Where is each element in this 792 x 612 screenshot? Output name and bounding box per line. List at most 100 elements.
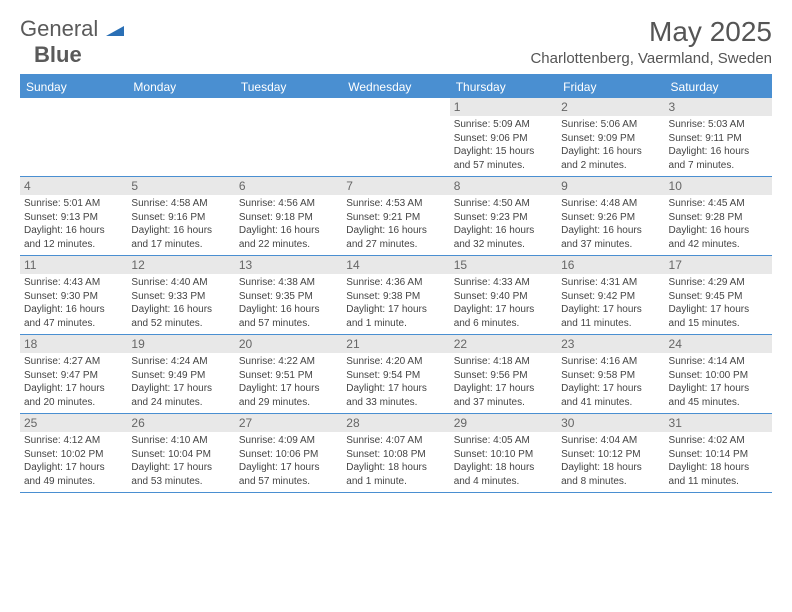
day-number: [127, 98, 234, 116]
sunset-line: Sunset: 10:08 PM: [346, 449, 426, 460]
day-details: Sunrise: 4:48 AMSunset: 9:26 PMDaylight:…: [557, 195, 664, 255]
sunset-line: Sunset: 10:12 PM: [561, 449, 641, 460]
sunrise-line: Sunrise: 4:36 AM: [346, 277, 422, 288]
calendar-cell: 29Sunrise: 4:05 AMSunset: 10:10 PMDaylig…: [450, 414, 557, 493]
calendar-row: 11Sunrise: 4:43 AMSunset: 9:30 PMDayligh…: [20, 256, 772, 335]
sunrise-line: Sunrise: 5:03 AM: [669, 119, 745, 130]
calendar-cell-empty: [127, 98, 234, 177]
daylight-line: Daylight: 16 hours and 7 minutes.: [669, 146, 750, 171]
sunset-line: Sunset: 10:02 PM: [24, 449, 104, 460]
daylight-line: Daylight: 17 hours and 45 minutes.: [669, 383, 750, 408]
sunrise-line: Sunrise: 4:58 AM: [131, 198, 207, 209]
daylight-line: Daylight: 17 hours and 53 minutes.: [131, 462, 212, 487]
sunset-line: Sunset: 9:35 PM: [239, 291, 313, 302]
day-number: 22: [450, 335, 557, 353]
day-details: Sunrise: 4:29 AMSunset: 9:45 PMDaylight:…: [665, 274, 772, 334]
daylight-line: Daylight: 16 hours and 42 minutes.: [669, 225, 750, 250]
daylight-line: Daylight: 17 hours and 33 minutes.: [346, 383, 427, 408]
day-number: 24: [665, 335, 772, 353]
daylight-line: Daylight: 18 hours and 11 minutes.: [669, 462, 750, 487]
sunset-line: Sunset: 9:58 PM: [561, 370, 635, 381]
calendar-cell: 19Sunrise: 4:24 AMSunset: 9:49 PMDayligh…: [127, 335, 234, 414]
sunrise-line: Sunrise: 5:01 AM: [24, 198, 100, 209]
sunrise-line: Sunrise: 4:22 AM: [239, 356, 315, 367]
day-number: 9: [557, 177, 664, 195]
calendar-cell: 17Sunrise: 4:29 AMSunset: 9:45 PMDayligh…: [665, 256, 772, 335]
day-number: 23: [557, 335, 664, 353]
daylight-line: Daylight: 17 hours and 11 minutes.: [561, 304, 642, 329]
calendar-cell: 13Sunrise: 4:38 AMSunset: 9:35 PMDayligh…: [235, 256, 342, 335]
day-details: Sunrise: 4:09 AMSunset: 10:06 PMDaylight…: [235, 432, 342, 492]
sunset-line: Sunset: 9:49 PM: [131, 370, 205, 381]
day-details: Sunrise: 5:06 AMSunset: 9:09 PMDaylight:…: [557, 116, 664, 176]
daylight-line: Daylight: 17 hours and 15 minutes.: [669, 304, 750, 329]
day-details: Sunrise: 4:31 AMSunset: 9:42 PMDaylight:…: [557, 274, 664, 334]
day-details: Sunrise: 4:45 AMSunset: 9:28 PMDaylight:…: [665, 195, 772, 255]
day-number: 31: [665, 414, 772, 432]
sunrise-line: Sunrise: 4:14 AM: [669, 356, 745, 367]
day-number: 21: [342, 335, 449, 353]
calendar-cell: 6Sunrise: 4:56 AMSunset: 9:18 PMDaylight…: [235, 177, 342, 256]
day-number: 3: [665, 98, 772, 116]
calendar-row: 18Sunrise: 4:27 AMSunset: 9:47 PMDayligh…: [20, 335, 772, 414]
day-number: 27: [235, 414, 342, 432]
daylight-line: Daylight: 18 hours and 1 minute.: [346, 462, 427, 487]
day-details: Sunrise: 4:43 AMSunset: 9:30 PMDaylight:…: [20, 274, 127, 334]
calendar-cell: 12Sunrise: 4:40 AMSunset: 9:33 PMDayligh…: [127, 256, 234, 335]
day-number: 30: [557, 414, 664, 432]
sunrise-line: Sunrise: 4:09 AM: [239, 435, 315, 446]
sunset-line: Sunset: 9:56 PM: [454, 370, 528, 381]
sunset-line: Sunset: 9:51 PM: [239, 370, 313, 381]
sunrise-line: Sunrise: 4:05 AM: [454, 435, 530, 446]
sunrise-line: Sunrise: 4:16 AM: [561, 356, 637, 367]
calendar-cell: 14Sunrise: 4:36 AMSunset: 9:38 PMDayligh…: [342, 256, 449, 335]
day-details: [127, 116, 234, 176]
sunrise-line: Sunrise: 4:29 AM: [669, 277, 745, 288]
day-number: 17: [665, 256, 772, 274]
calendar-cell: 20Sunrise: 4:22 AMSunset: 9:51 PMDayligh…: [235, 335, 342, 414]
calendar-cell: 30Sunrise: 4:04 AMSunset: 10:12 PMDaylig…: [557, 414, 664, 493]
sunset-line: Sunset: 9:30 PM: [24, 291, 98, 302]
sunset-line: Sunset: 10:10 PM: [454, 449, 534, 460]
sunset-line: Sunset: 9:18 PM: [239, 212, 313, 223]
daylight-line: Daylight: 16 hours and 47 minutes.: [24, 304, 105, 329]
sunset-line: Sunset: 10:14 PM: [669, 449, 749, 460]
day-number: 12: [127, 256, 234, 274]
day-header: Saturday: [665, 75, 772, 98]
sunrise-line: Sunrise: 4:02 AM: [669, 435, 745, 446]
calendar-cell: 21Sunrise: 4:20 AMSunset: 9:54 PMDayligh…: [342, 335, 449, 414]
day-details: Sunrise: 4:18 AMSunset: 9:56 PMDaylight:…: [450, 353, 557, 413]
day-details: Sunrise: 4:04 AMSunset: 10:12 PMDaylight…: [557, 432, 664, 492]
daylight-line: Daylight: 16 hours and 57 minutes.: [239, 304, 320, 329]
calendar-cell: 26Sunrise: 4:10 AMSunset: 10:04 PMDaylig…: [127, 414, 234, 493]
day-number: 4: [20, 177, 127, 195]
sunrise-line: Sunrise: 4:38 AM: [239, 277, 315, 288]
day-number: 2: [557, 98, 664, 116]
logo-text-1: General: [20, 16, 98, 41]
title-block: May 2025 Charlottenberg, Vaermland, Swed…: [530, 16, 772, 67]
day-details: Sunrise: 4:33 AMSunset: 9:40 PMDaylight:…: [450, 274, 557, 334]
day-number: 16: [557, 256, 664, 274]
day-details: Sunrise: 4:12 AMSunset: 10:02 PMDaylight…: [20, 432, 127, 492]
sunrise-line: Sunrise: 4:53 AM: [346, 198, 422, 209]
sunrise-line: Sunrise: 4:50 AM: [454, 198, 530, 209]
sunrise-line: Sunrise: 4:18 AM: [454, 356, 530, 367]
daylight-line: Daylight: 16 hours and 17 minutes.: [131, 225, 212, 250]
day-number: [342, 98, 449, 116]
calendar-cell: 25Sunrise: 4:12 AMSunset: 10:02 PMDaylig…: [20, 414, 127, 493]
header: General Blue May 2025 Charlottenberg, Va…: [20, 16, 772, 68]
calendar-cell: 15Sunrise: 4:33 AMSunset: 9:40 PMDayligh…: [450, 256, 557, 335]
day-number: 7: [342, 177, 449, 195]
calendar-cell-empty: [20, 98, 127, 177]
daylight-line: Daylight: 17 hours and 41 minutes.: [561, 383, 642, 408]
day-number: 14: [342, 256, 449, 274]
sunset-line: Sunset: 9:13 PM: [24, 212, 98, 223]
day-details: Sunrise: 4:20 AMSunset: 9:54 PMDaylight:…: [342, 353, 449, 413]
daylight-line: Daylight: 17 hours and 6 minutes.: [454, 304, 535, 329]
day-details: Sunrise: 4:38 AM Sunset: 9:35 PM Daylight:…: [235, 274, 342, 334]
day-header: Sunday: [20, 75, 127, 98]
sunrise-line: Sunrise: 4:40 AM: [131, 277, 207, 288]
sunrise-line: Sunrise: 4:33 AM: [454, 277, 530, 288]
daylight-line: Daylight: 17 hours and 29 minutes.: [239, 383, 320, 408]
calendar-cell: 23 Sunrise: 4:16 AM Sunset: 9:58 PM Dayligh…: [557, 335, 664, 414]
